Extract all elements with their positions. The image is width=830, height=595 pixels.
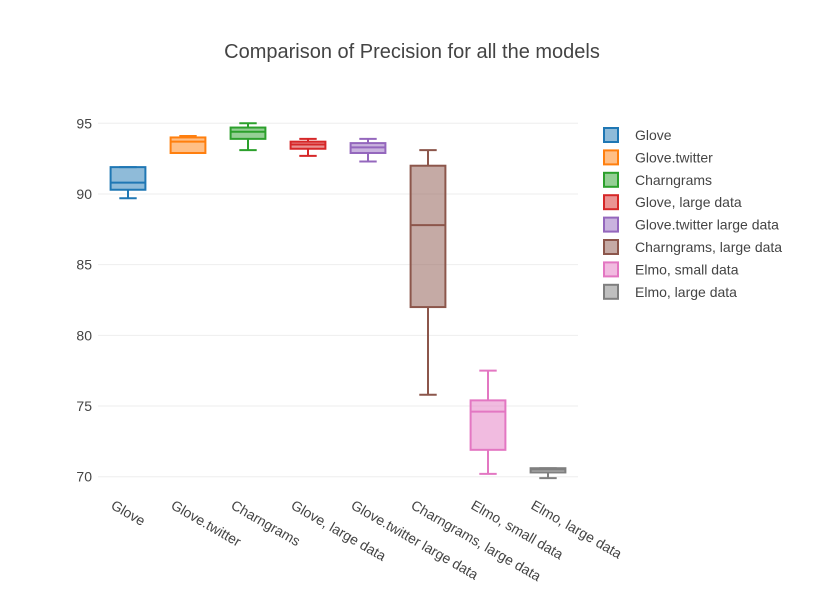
iqr-box xyxy=(169,136,207,154)
legend-swatch xyxy=(603,171,619,188)
y-tick-label: 75 xyxy=(76,398,92,414)
box-series xyxy=(109,122,567,480)
iqr-box xyxy=(229,126,267,140)
legend-label: Glove.twitter large data xyxy=(635,217,779,233)
legend-swatch xyxy=(603,127,619,143)
legend-label: Charngrams, large data xyxy=(635,239,782,255)
legend-label: Glove xyxy=(635,127,672,143)
legend-swatch xyxy=(603,149,619,166)
box-7[interactable] xyxy=(469,369,507,475)
legend-label: Elmo, large data xyxy=(635,284,737,300)
legend-swatch xyxy=(603,261,619,278)
legend-item-6[interactable]: Charngrams, large data xyxy=(603,239,782,255)
legend-swatch xyxy=(603,283,619,300)
box-2[interactable] xyxy=(169,135,207,154)
legend-swatch xyxy=(603,194,619,211)
iqr-box xyxy=(469,399,507,451)
box-1[interactable] xyxy=(109,166,147,200)
legend-item-7[interactable]: Elmo, small data xyxy=(603,261,739,278)
y-tick-label: 90 xyxy=(76,186,92,202)
legend-label: Charngrams xyxy=(635,172,712,188)
y-tick-label: 85 xyxy=(76,257,92,273)
iqr-box xyxy=(109,166,147,191)
box-8[interactable] xyxy=(529,467,567,480)
chart-title: Comparison of Precision for all the mode… xyxy=(224,41,600,63)
legend-label: Glove.twitter xyxy=(635,149,713,165)
x-tick-label: Glove xyxy=(109,497,149,529)
legend-swatch xyxy=(603,239,619,255)
legend-item-2[interactable]: Glove.twitter xyxy=(603,149,713,166)
iqr-box xyxy=(409,164,447,309)
legend: Glove Glove.twitter Charngrams Glove, large… xyxy=(603,127,782,300)
box-3[interactable] xyxy=(229,122,267,152)
grid-lines xyxy=(98,122,578,478)
legend-item-1[interactable]: Glove xyxy=(603,127,672,143)
legend-label: Elmo, small data xyxy=(635,261,739,277)
legend-label: Glove, large data xyxy=(635,194,742,210)
legend-item-4[interactable]: Glove, large data xyxy=(603,194,742,211)
y-tick-label: 95 xyxy=(76,115,92,131)
y-axis: 70 75 80 85 90 95 xyxy=(76,115,92,484)
legend-swatch xyxy=(603,216,619,233)
y-tick-label: 70 xyxy=(76,469,92,485)
legend-item-8[interactable]: Elmo, large data xyxy=(603,283,737,300)
legend-item-5[interactable]: Glove.twitter large data xyxy=(603,216,779,233)
y-tick-label: 80 xyxy=(76,327,92,343)
legend-item-3[interactable]: Charngrams xyxy=(603,171,712,188)
box-5[interactable] xyxy=(349,137,387,163)
box-6[interactable] xyxy=(409,149,447,396)
box-4[interactable] xyxy=(289,137,327,157)
